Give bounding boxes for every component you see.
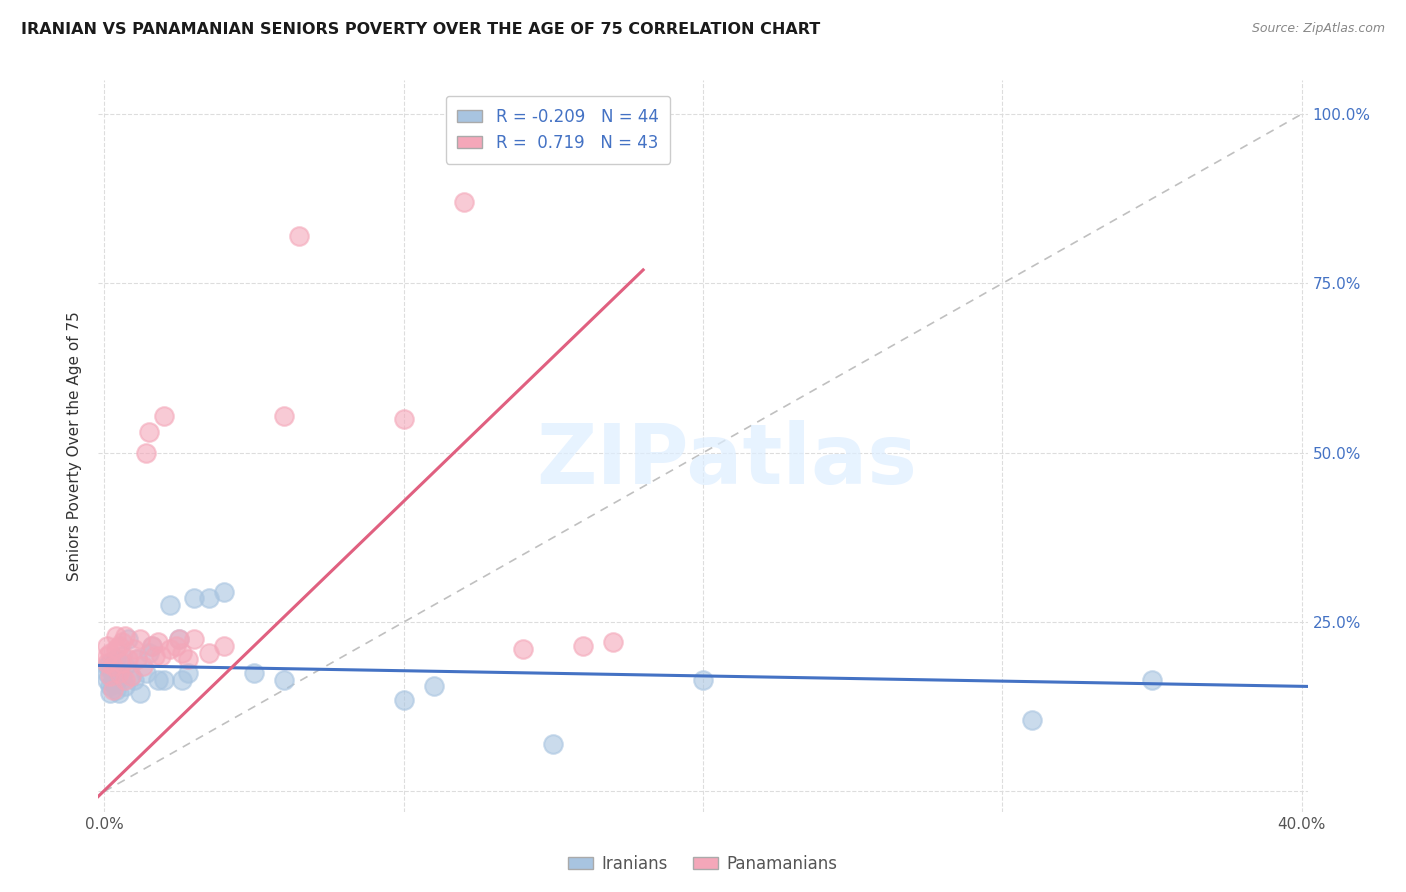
Point	[453, 195, 475, 210]
Point	[165, 639, 187, 653]
Point	[111, 635, 134, 649]
Point	[150, 648, 173, 663]
Point	[273, 673, 295, 687]
Point	[172, 646, 194, 660]
Point	[177, 652, 200, 666]
Point	[183, 591, 205, 606]
Legend: R = -0.209   N = 44, R =  0.719   N = 43: R = -0.209 N = 44, R = 0.719 N = 43	[446, 96, 671, 163]
Legend: Iranians, Panamanians: Iranians, Panamanians	[562, 848, 844, 880]
Point	[114, 673, 136, 687]
Point	[100, 686, 122, 700]
Point	[117, 652, 139, 666]
Point	[572, 639, 595, 653]
Text: ZIPatlas: ZIPatlas	[537, 420, 918, 501]
Point	[243, 665, 266, 680]
Point	[167, 632, 190, 646]
Point	[183, 632, 205, 646]
Point	[120, 669, 142, 683]
Point	[127, 652, 149, 666]
Point	[138, 425, 160, 440]
Point	[111, 656, 134, 670]
Point	[96, 656, 118, 670]
Point	[105, 652, 128, 666]
Point	[135, 665, 157, 680]
Point	[100, 663, 122, 677]
Point	[114, 680, 136, 694]
Point	[124, 673, 146, 687]
Point	[198, 591, 221, 606]
Point	[114, 629, 136, 643]
Point	[105, 673, 128, 687]
Point	[108, 665, 131, 680]
Point	[288, 229, 311, 244]
Point	[159, 598, 181, 612]
Point	[117, 632, 139, 646]
Point	[100, 656, 122, 670]
Point	[132, 659, 155, 673]
Point	[96, 648, 118, 663]
Point	[177, 665, 200, 680]
Point	[1140, 673, 1163, 687]
Point	[129, 632, 152, 646]
Point	[105, 682, 128, 697]
Point	[153, 409, 176, 423]
Point	[100, 646, 122, 660]
Point	[392, 412, 415, 426]
Point	[105, 642, 128, 657]
Point	[148, 673, 170, 687]
Point	[108, 639, 131, 653]
Point	[108, 686, 131, 700]
Point	[392, 693, 415, 707]
Point	[100, 669, 122, 683]
Y-axis label: Seniors Poverty Over the Age of 75: Seniors Poverty Over the Age of 75	[67, 311, 83, 581]
Point	[543, 737, 565, 751]
Point	[114, 659, 136, 673]
Point	[103, 676, 125, 690]
Point	[212, 639, 235, 653]
Point	[105, 629, 128, 643]
Point	[96, 673, 118, 687]
Point	[103, 669, 125, 683]
Point	[96, 639, 118, 653]
Point	[138, 646, 160, 660]
Point	[273, 409, 295, 423]
Point	[148, 635, 170, 649]
Point	[127, 652, 149, 666]
Point	[602, 635, 624, 649]
Point	[111, 669, 134, 683]
Point	[135, 446, 157, 460]
Point	[100, 680, 122, 694]
Point	[167, 632, 190, 646]
Point	[120, 669, 142, 683]
Point	[103, 659, 125, 673]
Text: Source: ZipAtlas.com: Source: ZipAtlas.com	[1251, 22, 1385, 36]
Point	[103, 659, 125, 673]
Point	[1021, 714, 1043, 728]
Point	[108, 665, 131, 680]
Point	[692, 673, 714, 687]
Point	[172, 673, 194, 687]
Point	[96, 665, 118, 680]
Point	[422, 680, 444, 694]
Point	[111, 648, 134, 663]
Point	[141, 639, 163, 653]
Text: IRANIAN VS PANAMANIAN SENIORS POVERTY OVER THE AGE OF 75 CORRELATION CHART: IRANIAN VS PANAMANIAN SENIORS POVERTY OV…	[21, 22, 820, 37]
Point	[212, 584, 235, 599]
Point	[141, 639, 163, 653]
Point	[143, 648, 166, 663]
Point	[96, 659, 118, 673]
Point	[103, 682, 125, 697]
Point	[153, 673, 176, 687]
Point	[512, 642, 534, 657]
Point	[124, 642, 146, 657]
Point	[129, 686, 152, 700]
Point	[159, 642, 181, 657]
Point	[198, 646, 221, 660]
